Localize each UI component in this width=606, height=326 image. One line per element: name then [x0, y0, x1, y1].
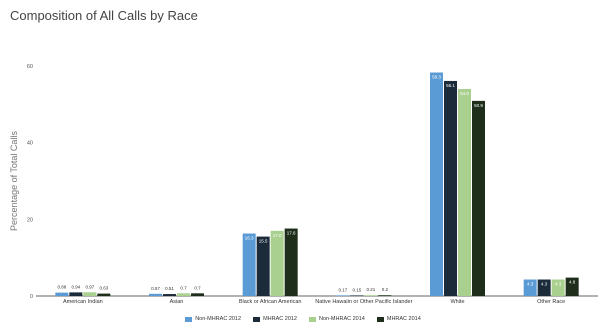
x-tick-label: Asian [170, 299, 184, 305]
bar [149, 293, 162, 296]
bar [83, 292, 97, 296]
data-label: 0.88 [57, 285, 66, 290]
bar [364, 295, 378, 296]
legend-item: Non-MHRAC 2014 [309, 316, 365, 322]
bar [284, 228, 298, 296]
bars-group [55, 72, 579, 297]
legend-swatch [185, 316, 193, 322]
bar [565, 277, 579, 296]
bar [270, 230, 284, 296]
data-label: 0.15 [352, 287, 361, 292]
legend-swatch [309, 316, 316, 322]
bar [55, 292, 69, 296]
axes: 0 20 40 60 [27, 64, 598, 300]
bar [551, 279, 565, 296]
data-label: 0.7 [180, 285, 187, 290]
data-label: 17.6 [287, 231, 296, 236]
bar [191, 293, 204, 296]
bar [163, 294, 176, 296]
bar [444, 80, 457, 296]
bar [523, 279, 537, 296]
legend-label: Non-MHRAC 2012 [195, 316, 242, 322]
data-label: 50.9 [474, 103, 483, 108]
x-tick-label: Black or African American [239, 299, 302, 305]
bar [350, 295, 364, 296]
bar [242, 233, 256, 296]
legend-item: Non-MHRAC 2012 [185, 316, 241, 322]
data-label: 54.0 [460, 91, 469, 96]
chart-title: Composition of All Calls by Race [10, 8, 198, 23]
data-label: 0.97 [85, 284, 94, 289]
data-label: 17.0 [273, 233, 282, 238]
y-tick-label: 40 [27, 141, 33, 147]
data-label: 0.21 [366, 287, 375, 292]
bar [177, 293, 190, 296]
x-tick-label: Native Hawaiin or Other Pacific Islander [315, 299, 412, 305]
data-label: 56.1 [446, 83, 455, 88]
data-label: 15.5 [259, 239, 268, 244]
x-tick-label: White [450, 299, 464, 305]
bar [256, 236, 270, 296]
bar [97, 293, 111, 296]
legend: Non-MHRAC 2012 MHRAC 2012 Non-MHRAC 2014 MH… [0, 313, 606, 325]
data-label: 4.3 [541, 282, 548, 287]
bar [336, 295, 350, 296]
legend-label: MHRAC 2012 [263, 316, 297, 322]
bar [472, 100, 485, 296]
data-label: 0.2 [382, 287, 389, 292]
legend-swatch [376, 316, 384, 322]
data-label: 4.3 [555, 282, 562, 287]
bar [458, 89, 471, 296]
legend-item: MHRAC 2012 [253, 316, 297, 322]
data-label: 4.8 [569, 280, 576, 285]
y-tick-label: 60 [27, 64, 33, 70]
y-tick-label: 20 [27, 217, 33, 223]
data-label: 4.3 [527, 282, 534, 287]
data-label: 0.94 [71, 284, 80, 289]
y-axis-label: Percentage of Total Calls [9, 131, 19, 231]
data-label: 0.51 [165, 286, 174, 291]
bar [69, 292, 83, 296]
data-label: 58.3 [432, 75, 441, 80]
data-label: 0.57 [151, 286, 160, 291]
data-label: 0.7 [194, 285, 201, 290]
legend-item: MHRAC 2014 [376, 316, 421, 322]
data-label: 0.17 [338, 287, 347, 292]
value-labels-group: 0.88 0.94 0.97 0.63 0.57 0.51 0.7 0.7 16.3 15.5 17… [57, 75, 575, 293]
data-label: 16.3 [245, 236, 254, 241]
data-label: 0.63 [99, 286, 108, 291]
legend-label: MHRAC 2014 [386, 316, 421, 322]
bar [430, 72, 443, 297]
x-tick-label: Other Race [537, 299, 565, 305]
legend-label: Non-MHRAC 2014 [319, 316, 365, 322]
bar [378, 295, 392, 296]
x-tick-label: American Indian [63, 299, 103, 305]
bar [537, 279, 551, 296]
legend-swatch [253, 316, 261, 322]
x-tick-labels-group: American Indian Asian Black or African Ame… [63, 299, 565, 305]
y-tick-label: 0 [30, 294, 33, 300]
